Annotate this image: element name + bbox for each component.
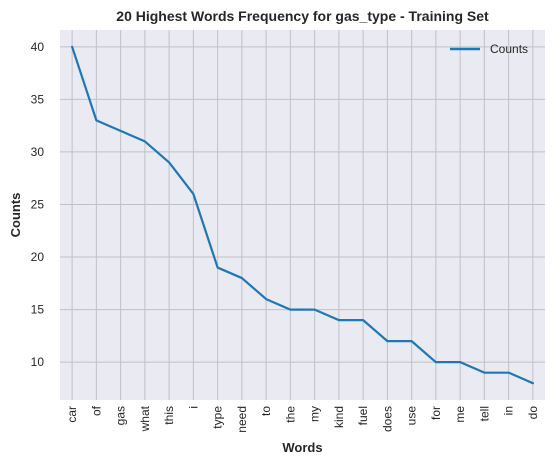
x-tick-label: kind: [332, 406, 346, 428]
x-axis-title: Words: [282, 440, 322, 455]
x-tick-label: fuel: [356, 406, 370, 425]
series-line: [71, 45, 534, 385]
x-tick-label: i: [186, 406, 200, 409]
x-tick-label: to: [259, 406, 273, 416]
y-tick-label: 15: [31, 303, 45, 317]
y-tick-label: 10: [31, 355, 45, 369]
x-tick-label: need: [235, 406, 249, 433]
y-axis-title: Counts: [8, 193, 23, 238]
series-layer: [71, 45, 534, 385]
legend: Counts: [450, 42, 528, 56]
y-tick-labels: 10 15 20 25 30 35 40: [31, 40, 45, 369]
y-tick-label: 20: [31, 250, 45, 264]
x-tick-label: gas: [114, 406, 128, 425]
x-tick-label: of: [89, 405, 103, 416]
grid: [60, 30, 545, 400]
y-tick-label: 30: [31, 145, 45, 159]
x-tick-label: me: [453, 406, 467, 423]
x-tick-label: this: [162, 406, 176, 425]
x-tick-label: for: [429, 406, 443, 420]
x-tick-label: tell: [477, 406, 491, 421]
legend-label: Counts: [490, 42, 528, 56]
chart-title: 20 Highest Words Frequency for gas_type …: [116, 8, 489, 24]
x-tick-label: car: [65, 406, 79, 423]
plot-area: [60, 30, 545, 400]
x-tick-label: in: [502, 406, 516, 415]
x-tick-label: does: [380, 406, 394, 432]
x-tick-label: what: [138, 405, 152, 432]
y-tick-label: 35: [31, 92, 45, 106]
y-tick-label: 25: [31, 197, 45, 211]
x-tick-label: use: [405, 406, 419, 426]
x-tick-label: my: [308, 406, 322, 422]
x-tick-label: do: [526, 406, 540, 420]
x-tick-label: the: [283, 406, 297, 423]
x-tick-labels: car of gas what this i type need to the my kind fuel…: [65, 405, 540, 432]
x-tick-label: type: [211, 406, 225, 429]
y-tick-label: 40: [31, 40, 45, 54]
